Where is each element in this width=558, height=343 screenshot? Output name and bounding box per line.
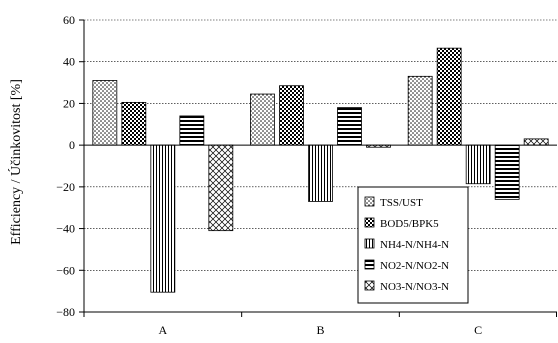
legend-box [357, 186, 469, 304]
legend-label: BOD5/BPK5 [380, 218, 439, 230]
legend-label: NO2-N/NO2-N [380, 260, 449, 272]
legend-swatch [364, 280, 375, 291]
bars [92, 47, 549, 293]
bar-no2-n-no2-n-b [337, 107, 362, 146]
x-tick-label: C [474, 323, 482, 337]
legend-swatch [364, 259, 375, 270]
y-tick-label: 40 [63, 55, 75, 69]
bar-bod5-bpk5-c [436, 47, 462, 146]
y-tick-label: 0 [69, 138, 75, 152]
legend-label: TSS/UST [380, 197, 423, 209]
legend-label: NO3-N/NO3-N [380, 281, 449, 293]
x-tick-label: B [316, 323, 324, 337]
legend-swatch [364, 196, 375, 207]
x-tick-label: A [158, 323, 167, 337]
legend-swatch [364, 217, 375, 228]
tick-labels: 60 40 20 0 −20 −40 −60 −80 A B C [56, 13, 482, 337]
y-tick-label: −40 [56, 222, 75, 236]
legend-label: NH4-N/NH4-N [380, 239, 449, 251]
bar-no3-n-no3-n-c [523, 138, 549, 146]
bar-bod5-bpk5-a [121, 101, 147, 146]
y-tick-label: −80 [56, 305, 75, 319]
bar-bod5-bpk5-b [279, 85, 304, 146]
bar-no2-n-no2-n-c [494, 144, 520, 200]
legend-swatch [364, 238, 375, 249]
bar-tss-ust-c [407, 75, 433, 146]
bar-nh4-n-nh4-n-a [150, 144, 176, 293]
bar-nh4-n-nh4-n-b [308, 144, 333, 202]
y-tick-label: −60 [56, 263, 75, 277]
y-tick-label: 20 [63, 96, 75, 110]
bar-no2-n-no2-n-a [179, 115, 205, 146]
bar-no3-n-no3-n-a [208, 144, 234, 232]
legend: TSS/UST BOD5/BPK5 NH4-N/NH4-N NO2-N/NO2-N NO… [357, 186, 469, 304]
y-axis-label: Efficiency / Účinkovitost [%] [7, 79, 24, 245]
y-tick-label: 60 [63, 13, 75, 27]
bar-tss-ust-b [250, 93, 275, 146]
axes [79, 19, 557, 317]
bar-tss-ust-a [92, 80, 118, 146]
y-tick-label: −20 [56, 180, 75, 194]
bar-nh4-n-nh4-n-c [465, 144, 491, 185]
